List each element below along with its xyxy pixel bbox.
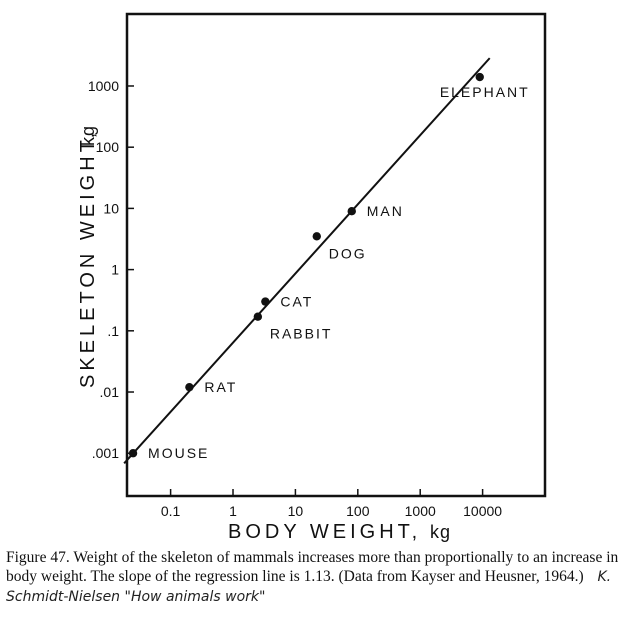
figure-caption: Figure 47. Weight of the skeleton of mam… — [6, 548, 624, 607]
y-axis-unit: kg — [78, 125, 98, 146]
x-tick-label-10000: 10000 — [463, 503, 502, 519]
y-tick-label-1000: 1000 — [88, 78, 119, 94]
y-tick-label-001: .001 — [92, 445, 119, 461]
plot-frame — [125, 12, 547, 498]
handwritten-note: K. Schmidt-Nielsen "How animals work" — [6, 569, 612, 605]
point-dog — [312, 232, 321, 241]
data-points: MOUSE RAT RABBIT CAT DOG MAN ELEPHANT — [128, 72, 530, 461]
point-rat — [185, 382, 194, 392]
point-man — [347, 206, 356, 216]
y-tick-label-10: 10 — [103, 200, 119, 216]
point-label-rat: RAT — [204, 379, 237, 395]
y-tick-label-1: 1 — [111, 262, 119, 278]
point-label-man: MAN — [367, 203, 404, 219]
point-elephant — [475, 72, 484, 82]
x-axis-unit: kg — [430, 522, 451, 542]
x-axis-ticks: 0.1 1 10 100 1000 10000 — [161, 489, 502, 519]
point-mouse — [128, 449, 138, 458]
x-axis-title: BODY WEIGHT, — [228, 521, 421, 543]
y-axis-ticks: .001 .01 .1 1 10 100 1000 — [88, 78, 134, 461]
x-tick-label-1: 1 — [229, 503, 237, 519]
point-label-mouse: MOUSE — [148, 445, 209, 461]
x-tick-label-0-1: 0.1 — [161, 503, 181, 519]
x-tick-label-100: 100 — [346, 503, 370, 519]
y-axis-title-group: SKELETON WEIGHT, kg — [77, 125, 99, 388]
point-cat — [261, 297, 270, 306]
regression-line-group — [123, 57, 491, 465]
point-label-elephant: ELEPHANT — [440, 84, 530, 100]
point-label-cat: CAT — [280, 294, 313, 310]
y-tick-label-1: .1 — [107, 323, 119, 339]
caption-text: Figure 47. Weight of the skeleton of mam… — [6, 549, 619, 585]
x-tick-label-1000: 1000 — [405, 503, 436, 519]
point-label-rabbit: RABBIT — [270, 326, 333, 342]
y-tick-label-01: .01 — [100, 384, 120, 400]
regression-line — [123, 57, 491, 465]
skeleton-weight-chart: 0.1 1 10 100 1000 10000 .001 .01 .1 1 10 100 1000 M… — [77, 12, 547, 543]
point-label-dog: DOG — [329, 245, 367, 261]
y-tick-label-100: 100 — [96, 139, 120, 155]
point-rabbit — [253, 312, 263, 321]
x-tick-label-10: 10 — [288, 503, 304, 519]
y-axis-title: SKELETON WEIGHT, — [77, 129, 99, 388]
